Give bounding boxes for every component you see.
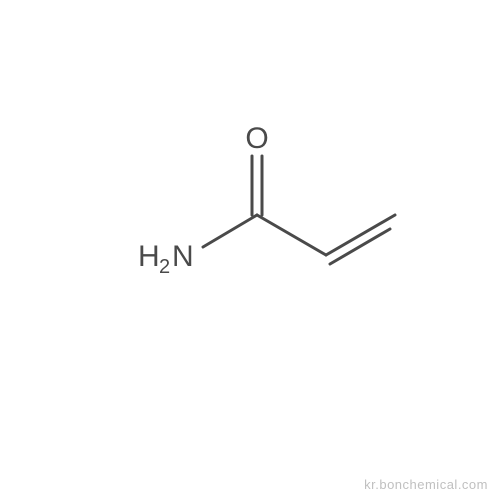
- atom-oxygen: O: [245, 122, 268, 155]
- atom-n: N: [172, 240, 194, 273]
- atom-h: H: [138, 240, 160, 273]
- atom-nitrogen-group: H 2 N: [138, 240, 194, 278]
- bond-c-c: [257, 215, 326, 255]
- bond-c-c-double: [326, 215, 395, 264]
- bond-c-o-double: [252, 156, 262, 215]
- watermark: kr.bonchemical.com: [364, 477, 488, 492]
- bond-line: [326, 215, 395, 255]
- bond-c-n: [203, 215, 257, 247]
- atom-h-sub: 2: [159, 256, 170, 278]
- molecule-diagram: O H 2 N: [0, 0, 500, 500]
